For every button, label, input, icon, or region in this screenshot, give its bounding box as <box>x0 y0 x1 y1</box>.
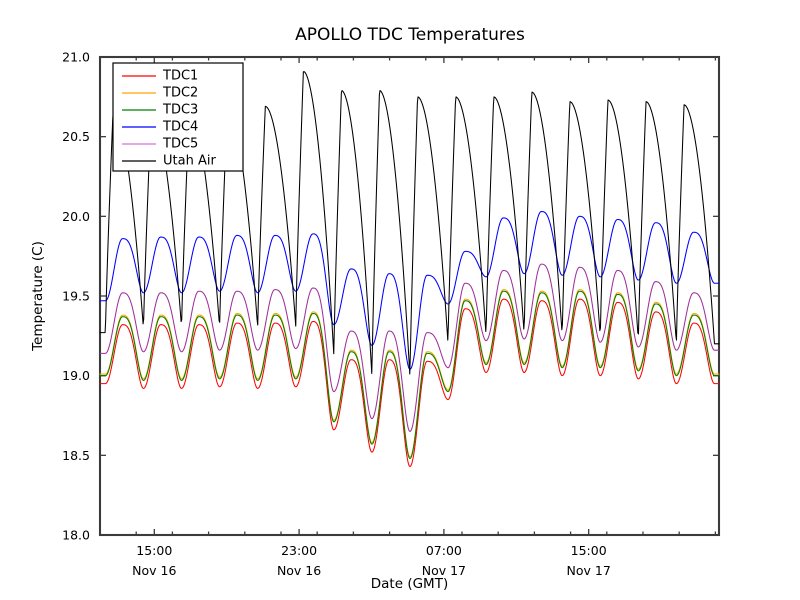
y-tick-label: 20.5 <box>62 129 90 144</box>
series-line-tdc4 <box>99 211 720 370</box>
x-tick-label-time: 07:00 <box>426 543 462 558</box>
x-tick-label-date: Nov 16 <box>277 563 321 578</box>
x-tick-label-date: Nov 17 <box>567 563 611 578</box>
legend-label-tdc2: TDC2 <box>162 86 198 101</box>
y-tick-label: 18.0 <box>62 528 90 543</box>
legend-box <box>112 62 244 172</box>
series-line-tdc3 <box>99 290 720 460</box>
x-tick-label-date: Nov 16 <box>132 563 176 578</box>
y-tick-label: 21.0 <box>62 50 90 65</box>
series-line-tdc5 <box>99 263 720 432</box>
y-tick-label: 19.0 <box>62 368 90 383</box>
x-tick-label-date: Nov 17 <box>422 563 466 578</box>
series-line-tdc2 <box>99 289 720 458</box>
y-tick-label: 19.5 <box>62 289 90 304</box>
legend-label-tdc1: TDC1 <box>162 69 198 84</box>
x-tick-label-time: 15:00 <box>571 543 607 558</box>
chart-title: APOLLO TDC Temperatures <box>295 25 525 45</box>
series-line-tdc1 <box>99 298 720 467</box>
x-tick-label-time: 15:00 <box>136 543 172 558</box>
x-axis-label: Date (GMT) <box>371 576 448 592</box>
y-tick-label: 18.5 <box>62 448 90 463</box>
legend-label-utah-air: Utah Air <box>163 154 216 169</box>
legend-label-tdc4: TDC4 <box>162 120 198 135</box>
legend-label-tdc3: TDC3 <box>162 103 198 118</box>
legend-label-tdc5: TDC5 <box>162 137 198 152</box>
y-tick-label: 20.0 <box>62 209 90 224</box>
x-tick-label-time: 23:00 <box>281 543 317 558</box>
y-axis-label: Temperature (C) <box>30 241 46 352</box>
